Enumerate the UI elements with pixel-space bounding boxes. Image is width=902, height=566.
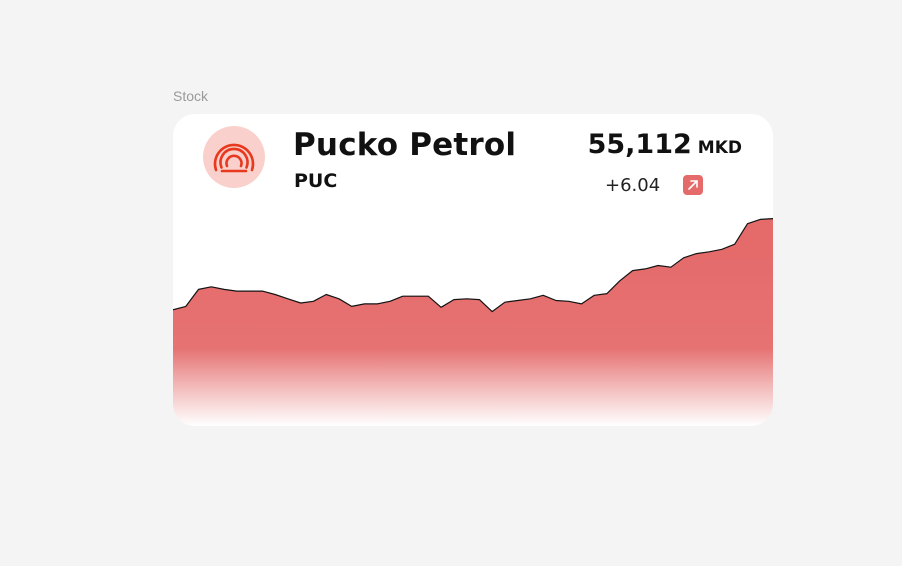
company-logo: [203, 126, 265, 188]
chart-price-line: [173, 218, 773, 313]
price-change: +6.04: [605, 175, 661, 196]
concentric-arcs-logo-icon: [213, 143, 255, 173]
ticker-symbol: PUC: [294, 170, 338, 192]
stock-card[interactable]: Pucko Petrol PUC 55,112 MKD +6.04: [173, 114, 773, 426]
arrow-up-right-icon: [688, 180, 698, 190]
price-display: 55,112 MKD: [588, 129, 742, 160]
company-name: Pucko Petrol: [293, 127, 517, 163]
section-label: Stock: [173, 88, 209, 104]
stock-area-chart: [173, 218, 773, 426]
price-currency: MKD: [697, 138, 742, 158]
chart-area-fill: [173, 218, 773, 426]
trend-badge[interactable]: [683, 175, 703, 195]
price-value: 55,112: [587, 129, 692, 160]
